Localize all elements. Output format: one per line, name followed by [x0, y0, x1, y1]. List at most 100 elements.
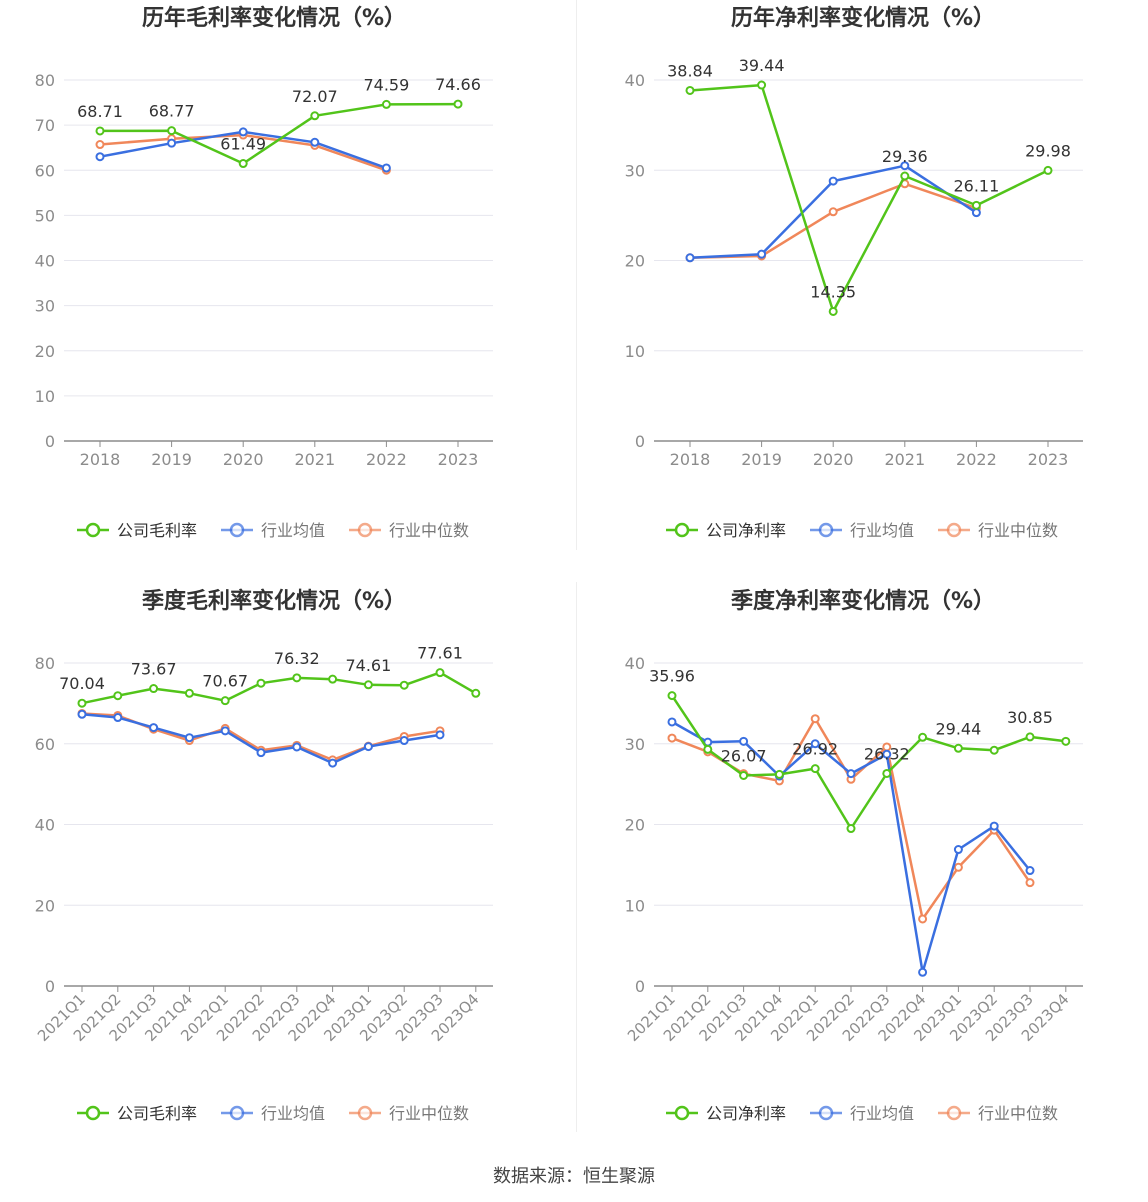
y-tick-label: 10	[625, 896, 645, 915]
data-label: 70.67	[202, 672, 248, 691]
y-tick-label: 20	[35, 896, 55, 915]
data-point	[256, 748, 266, 758]
data-label: 29.44	[935, 719, 981, 738]
data-point	[310, 137, 320, 147]
data-point	[918, 732, 928, 742]
data-point	[328, 758, 338, 768]
legend-swatch-marker	[357, 1105, 373, 1121]
data-label: 70.04	[59, 674, 105, 693]
data-point	[918, 967, 928, 977]
data-point	[113, 691, 123, 701]
data-point	[1025, 866, 1035, 876]
data-point	[757, 249, 767, 259]
data-point	[900, 161, 910, 171]
series-line-company	[689, 83, 1049, 313]
x-tick-label: 2022	[956, 450, 997, 469]
data-label: 39.44	[739, 56, 785, 75]
chart-title: 季度毛利率变化情况（%）	[142, 588, 406, 614]
data-label: 35.96	[649, 667, 695, 686]
legend-item: 公司毛利率	[77, 521, 197, 540]
y-tick-label: 60	[35, 735, 55, 754]
y-tick-label: 80	[35, 654, 55, 673]
y-tick-label: 0	[45, 977, 55, 996]
y-tick-label: 10	[35, 387, 55, 406]
data-point	[220, 726, 230, 736]
y-tick-label: 40	[625, 654, 645, 673]
legend: 公司毛利率 行业均值 行业中位数	[77, 521, 469, 540]
legend-label: 行业中位数	[978, 521, 1058, 540]
legend: 公司净利率 行业均值 行业中位数	[666, 1104, 1058, 1123]
data-label: 29.98	[1025, 141, 1071, 160]
legend-label: 公司净利率	[706, 521, 786, 540]
series-line-company	[670, 694, 1066, 830]
data-point	[953, 845, 963, 855]
y-tick-label: 40	[35, 252, 55, 271]
data-label: 38.84	[667, 61, 713, 80]
data-label: 30.85	[1007, 708, 1053, 727]
data-label: 14.35	[810, 282, 856, 301]
x-tick-label: 2021	[884, 450, 925, 469]
data-point	[828, 207, 838, 217]
x-tick-label: 2020	[813, 450, 854, 469]
y-tick-label: 0	[635, 977, 645, 996]
legend-label: 行业均值	[850, 521, 914, 540]
data-point	[810, 739, 820, 749]
legend-swatch-marker	[674, 522, 690, 538]
legend-item: 公司净利率	[666, 521, 786, 540]
data-point	[149, 723, 159, 733]
legend-item: 行业中位数	[349, 521, 469, 540]
data-point	[328, 674, 338, 684]
chart-panel-3: 季度毛利率变化情况（%）0204060802021Q12021Q22021Q32…	[34, 588, 493, 1123]
data-label: 76.32	[274, 649, 320, 668]
legend-item: 行业均值	[810, 521, 914, 540]
data-label: 26.92	[792, 740, 838, 759]
x-tick-label: 2018	[670, 450, 711, 469]
data-point	[918, 914, 928, 924]
legend-swatch-marker	[818, 1105, 834, 1121]
data-point	[184, 688, 194, 698]
data-point	[989, 745, 999, 755]
data-point	[167, 126, 177, 136]
data-point	[953, 743, 963, 753]
data-point	[149, 684, 159, 694]
x-tick-label: 2023	[1028, 450, 1069, 469]
data-label: 73.67	[131, 660, 177, 679]
x-tick-label: 2019	[741, 450, 782, 469]
data-point	[757, 80, 767, 90]
legend-item: 行业中位数	[938, 521, 1058, 540]
chart-panel-2: 历年净利率变化情况（%） 0 10 20 30 40 2018 2019 2020 2021 202…	[625, 5, 1083, 540]
y-tick-label: 60	[35, 161, 55, 180]
data-point	[238, 127, 248, 137]
data-point	[667, 717, 677, 727]
legend-swatch-marker	[946, 1105, 962, 1121]
data-point	[363, 742, 373, 752]
chart-title: 历年净利率变化情况（%）	[731, 5, 995, 31]
column-divider-top	[576, 0, 577, 550]
data-point	[685, 85, 695, 95]
legend-label: 行业均值	[261, 1104, 325, 1123]
data-point	[381, 99, 391, 109]
legend-label: 行业均值	[850, 1104, 914, 1123]
data-point	[95, 152, 105, 162]
data-label: 74.59	[363, 75, 409, 94]
y-tick-label: 70	[35, 116, 55, 135]
data-point	[828, 306, 838, 316]
legend-label: 行业中位数	[389, 521, 469, 540]
data-point	[685, 253, 695, 263]
column-divider-bottom	[576, 582, 577, 1132]
y-tick-label: 0	[635, 432, 645, 451]
legend-swatch-marker	[357, 522, 373, 538]
series-line-industry-median	[689, 182, 977, 260]
y-tick-label: 20	[625, 816, 645, 835]
data-label: 74.66	[435, 75, 481, 94]
legend-swatch-marker	[674, 1105, 690, 1121]
data-point	[1025, 732, 1035, 742]
series-line-company	[99, 102, 459, 165]
chart-title: 历年毛利率变化情况（%）	[142, 5, 406, 31]
data-point	[1061, 736, 1071, 746]
data-point	[381, 163, 391, 173]
legend-label: 公司毛利率	[117, 1104, 197, 1123]
data-point	[810, 764, 820, 774]
data-point	[667, 733, 677, 743]
y-tick-label: 10	[625, 342, 645, 361]
